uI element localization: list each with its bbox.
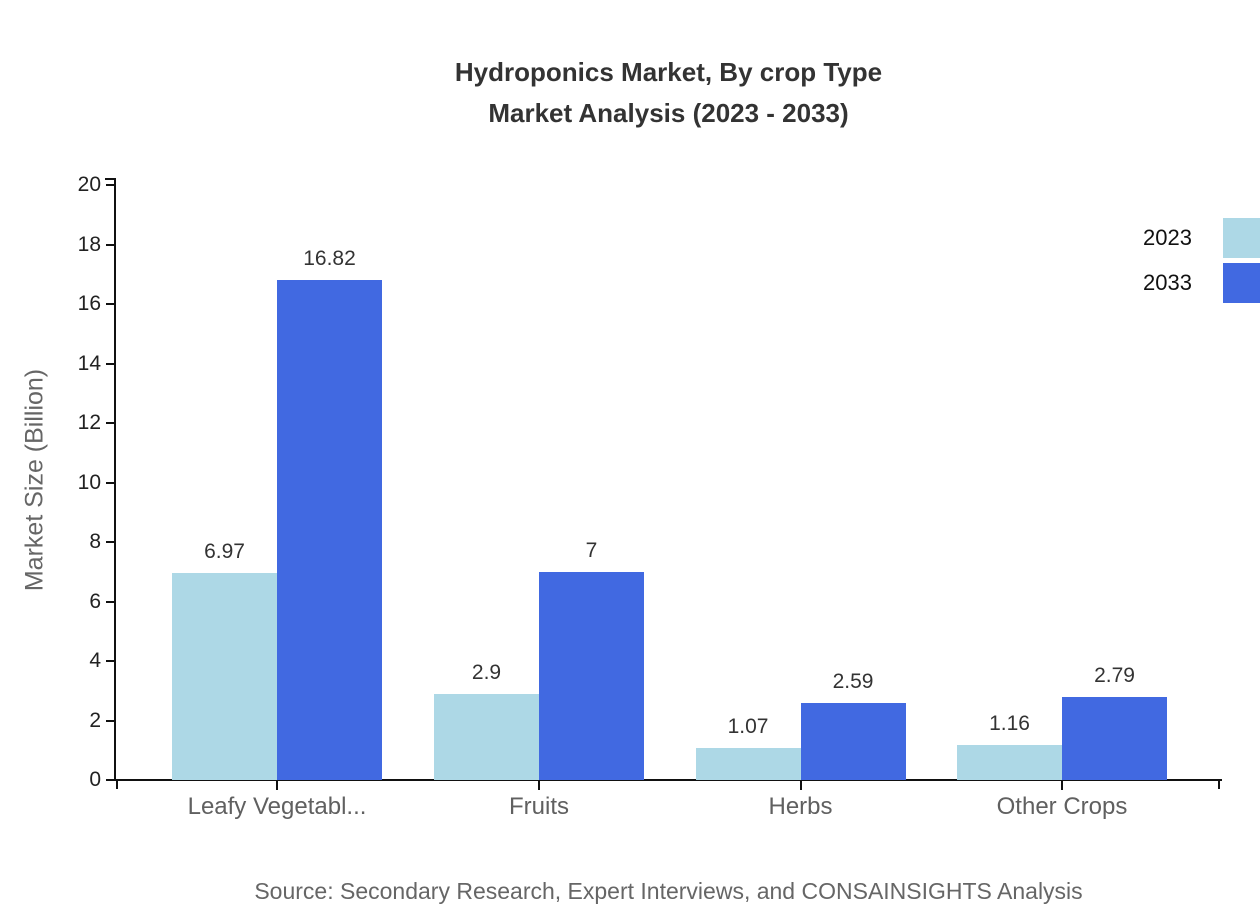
x-axis-line bbox=[106, 779, 1222, 781]
chart-title-line2: Market Analysis (2023 - 2033) bbox=[488, 98, 849, 128]
y-axis-tick-label: 20 bbox=[77, 173, 101, 196]
y-axis-tick-label: 0 bbox=[89, 768, 101, 791]
y-axis-tick-label: 18 bbox=[77, 232, 101, 256]
x-category-label: Fruits bbox=[509, 793, 569, 820]
bar-value-label: 2.59 bbox=[832, 669, 874, 693]
x-category-label: Herbs bbox=[768, 793, 833, 820]
y-axis-tick-label: 6 bbox=[89, 589, 101, 613]
y-axis-tick-label: 14 bbox=[77, 351, 101, 375]
y-axis-tick bbox=[106, 779, 115, 781]
y-axis-tick-label: 12 bbox=[77, 411, 101, 434]
legend-item-2033: 2033 bbox=[1143, 263, 1260, 303]
y-axis-tick-label: 16 bbox=[77, 292, 101, 315]
y-axis-tick bbox=[106, 362, 115, 365]
bar-value-label: 7 bbox=[585, 538, 598, 562]
y-axis-tick bbox=[106, 184, 115, 186]
y-axis-tick-label: 8 bbox=[89, 530, 101, 553]
bar-2023-2 bbox=[434, 693, 539, 780]
legend-swatch-2033 bbox=[1223, 263, 1260, 303]
bar-value-label: 1.07 bbox=[727, 715, 769, 739]
x-category-label: Leafy Vegetabl... bbox=[187, 793, 367, 820]
chart-title: Hydroponics Market, By crop Type Market … bbox=[115, 52, 1222, 134]
legend-label-2033: 2033 bbox=[1143, 270, 1192, 295]
x-axis-left-end-tick bbox=[116, 780, 118, 789]
chart-title-line1: Hydroponics Market, By crop Type bbox=[454, 57, 883, 87]
legend-swatch-2023 bbox=[1223, 218, 1260, 258]
y-axis-tick bbox=[106, 541, 115, 543]
legend-item-2023: 2023 bbox=[1143, 218, 1260, 258]
x-category-label: Other Crops bbox=[996, 793, 1128, 820]
y-axis-tick bbox=[106, 719, 115, 722]
y-axis-tick bbox=[106, 303, 115, 305]
y-axis-tick bbox=[106, 481, 115, 484]
bar-2023-4 bbox=[957, 745, 1062, 780]
y-axis-tick-label: 4 bbox=[89, 649, 101, 672]
y-axis-line bbox=[114, 178, 116, 781]
bar-2033-2 bbox=[539, 571, 644, 780]
bar-value-label: 1.16 bbox=[989, 712, 1030, 736]
source-note: Source: Secondary Research, Expert Inter… bbox=[254, 878, 1083, 904]
bar-value-label: 2.9 bbox=[471, 660, 502, 684]
x-axis-tick bbox=[799, 780, 802, 790]
bar-2023-1 bbox=[172, 572, 277, 780]
bar-2033-1 bbox=[277, 279, 382, 780]
bar-value-label: 6.97 bbox=[204, 539, 245, 563]
bar-2023-3 bbox=[695, 748, 801, 780]
legend: 2023 2033 bbox=[1143, 218, 1260, 308]
x-axis-tick bbox=[538, 780, 540, 790]
y-axis-tick-label: 2 bbox=[89, 708, 101, 732]
y-axis-top-cap bbox=[105, 178, 116, 180]
bar-value-label: 16.82 bbox=[303, 246, 356, 270]
y-axis-tick bbox=[106, 660, 115, 662]
y-axis-tick bbox=[106, 422, 115, 424]
bar-value-label: 2.79 bbox=[1094, 663, 1135, 687]
x-axis-tick bbox=[276, 780, 278, 790]
x-axis-tick bbox=[1061, 780, 1063, 790]
bar-2033-3 bbox=[800, 702, 906, 780]
x-axis-right-end-tick bbox=[1218, 780, 1220, 789]
y-axis-tick bbox=[106, 243, 115, 246]
legend-label-2023: 2023 bbox=[1143, 225, 1192, 250]
y-axis-tick-label: 10 bbox=[77, 470, 101, 494]
y-axis-tick bbox=[106, 600, 115, 603]
bar-2033-4 bbox=[1062, 696, 1167, 780]
